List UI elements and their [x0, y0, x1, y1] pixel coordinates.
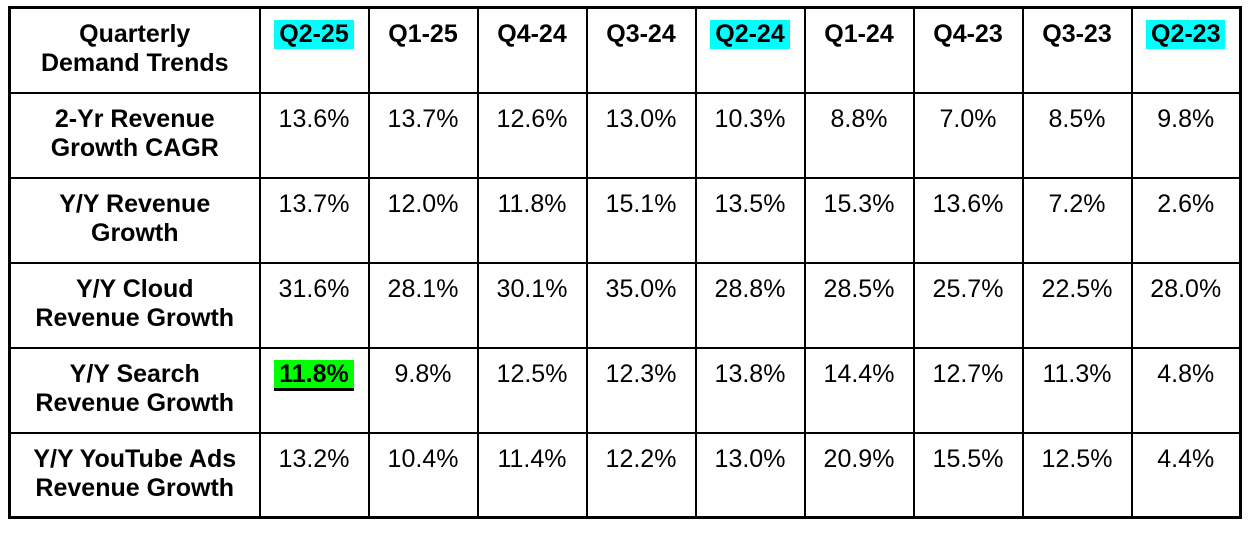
- value-cell: 15.3%: [803, 176, 915, 264]
- value-cell: 28.0%: [1130, 261, 1242, 349]
- row-label-line2: Growth CAGR: [50, 133, 219, 162]
- value-cell: 13.6%: [258, 91, 370, 179]
- value-cell-highlighted: 11.8%: [258, 346, 370, 434]
- green-highlight: 11.8%: [274, 359, 354, 391]
- row-label-line1: 2-Yr Revenue: [54, 104, 215, 133]
- value-cell: 8.8%: [803, 91, 915, 179]
- value-cell: 31.6%: [258, 261, 370, 349]
- value-cell: 11.8%: [476, 176, 588, 264]
- table-title-line2: Demand Trends: [40, 49, 229, 77]
- value-cell: 7.2%: [1021, 176, 1133, 264]
- value-cell: 30.1%: [476, 261, 588, 349]
- value-cell: 28.1%: [367, 261, 479, 349]
- value-cell: 35.0%: [585, 261, 697, 349]
- value-cell: 20.9%: [803, 431, 915, 519]
- table-row-yy-revenue-growth: Y/Y Revenue Growth 13.7% 12.0% 11.8% 15.…: [8, 176, 1242, 264]
- value-cell: 12.5%: [476, 346, 588, 434]
- value-cell: 12.5%: [1021, 431, 1133, 519]
- row-label-line2: Growth: [91, 218, 179, 247]
- header-cell-q4-23: Q4-23: [912, 6, 1024, 94]
- header-cell-q2-24: Q2-24: [694, 6, 806, 94]
- value-cell: 15.1%: [585, 176, 697, 264]
- value-cell: 12.0%: [367, 176, 479, 264]
- value-cell: 25.7%: [912, 261, 1024, 349]
- value-cell: 13.0%: [585, 91, 697, 179]
- header-cell-q1-25: Q1-25: [367, 6, 479, 94]
- value-cell: 28.8%: [694, 261, 806, 349]
- value-cell: 13.7%: [367, 91, 479, 179]
- value-cell: 9.8%: [367, 346, 479, 434]
- header-row: Quarterly Demand Trends Q2-25 Q1-25 Q4-2…: [8, 6, 1242, 94]
- value-cell: 4.4%: [1130, 431, 1242, 519]
- value-cell: 4.8%: [1130, 346, 1242, 434]
- value-cell: 12.6%: [476, 91, 588, 179]
- table-row-yy-search-revenue-growth: Y/Y Search Revenue Growth 11.8% 9.8% 12.…: [8, 346, 1242, 434]
- value-cell: 12.7%: [912, 346, 1024, 434]
- table-row-yy-cloud-revenue-growth: Y/Y Cloud Revenue Growth 31.6% 28.1% 30.…: [8, 261, 1242, 349]
- value-cell: 2.6%: [1130, 176, 1242, 264]
- value-cell: 10.3%: [694, 91, 806, 179]
- table-title-line1: Quarterly: [79, 20, 191, 48]
- row-label-line2: Revenue Growth: [35, 388, 235, 417]
- row-label-line1: Y/Y Revenue: [59, 189, 211, 218]
- value-cell: 13.2%: [258, 431, 370, 519]
- table-row-2yr-revenue-cagr: 2-Yr Revenue Growth CAGR 13.6% 13.7% 12.…: [8, 91, 1242, 179]
- row-label-line2: Revenue Growth: [35, 303, 235, 332]
- row-label: Y/Y YouTube Ads Revenue Growth: [8, 431, 261, 519]
- row-label: Y/Y Revenue Growth: [8, 176, 261, 264]
- row-label: Y/Y Cloud Revenue Growth: [8, 261, 261, 349]
- row-label-line2: Revenue Growth: [35, 473, 235, 502]
- value-cell: 22.5%: [1021, 261, 1133, 349]
- value-cell: 13.0%: [694, 431, 806, 519]
- value-cell: 12.2%: [585, 431, 697, 519]
- cyan-highlight: Q2-24: [710, 20, 790, 49]
- quarterly-demand-trends-table: Quarterly Demand Trends Q2-25 Q1-25 Q4-2…: [8, 6, 1242, 519]
- value-cell: 10.4%: [367, 431, 479, 519]
- value-cell: 13.8%: [694, 346, 806, 434]
- cyan-highlight: Q2-23: [1146, 20, 1226, 49]
- header-cell-q1-24: Q1-24: [803, 6, 915, 94]
- header-cell-q3-23: Q3-23: [1021, 6, 1133, 94]
- value-cell: 12.3%: [585, 346, 697, 434]
- row-label-line1: Y/Y Search: [69, 359, 200, 388]
- value-cell: 11.3%: [1021, 346, 1133, 434]
- value-cell: 11.4%: [476, 431, 588, 519]
- value-cell: 15.5%: [912, 431, 1024, 519]
- row-label: Y/Y Search Revenue Growth: [8, 346, 261, 434]
- row-label-line1: Y/Y Cloud: [75, 274, 194, 303]
- cyan-highlight: Q2-25: [274, 20, 354, 49]
- header-cell-q2-23: Q2-23: [1130, 6, 1242, 94]
- row-label-line1: Y/Y YouTube Ads: [33, 444, 237, 473]
- table-title: Quarterly Demand Trends: [8, 6, 261, 94]
- row-label: 2-Yr Revenue Growth CAGR: [8, 91, 261, 179]
- table-row-yy-youtube-ads-revenue-growth: Y/Y YouTube Ads Revenue Growth 13.2% 10.…: [8, 431, 1242, 519]
- header-cell-q4-24: Q4-24: [476, 6, 588, 94]
- value-cell: 9.8%: [1130, 91, 1242, 179]
- value-cell: 14.4%: [803, 346, 915, 434]
- header-cell-q2-25: Q2-25: [258, 6, 370, 94]
- value-cell: 8.5%: [1021, 91, 1133, 179]
- header-cell-q3-24: Q3-24: [585, 6, 697, 94]
- value-cell: 28.5%: [803, 261, 915, 349]
- value-cell: 13.7%: [258, 176, 370, 264]
- value-cell: 13.6%: [912, 176, 1024, 264]
- value-cell: 7.0%: [912, 91, 1024, 179]
- value-cell: 13.5%: [694, 176, 806, 264]
